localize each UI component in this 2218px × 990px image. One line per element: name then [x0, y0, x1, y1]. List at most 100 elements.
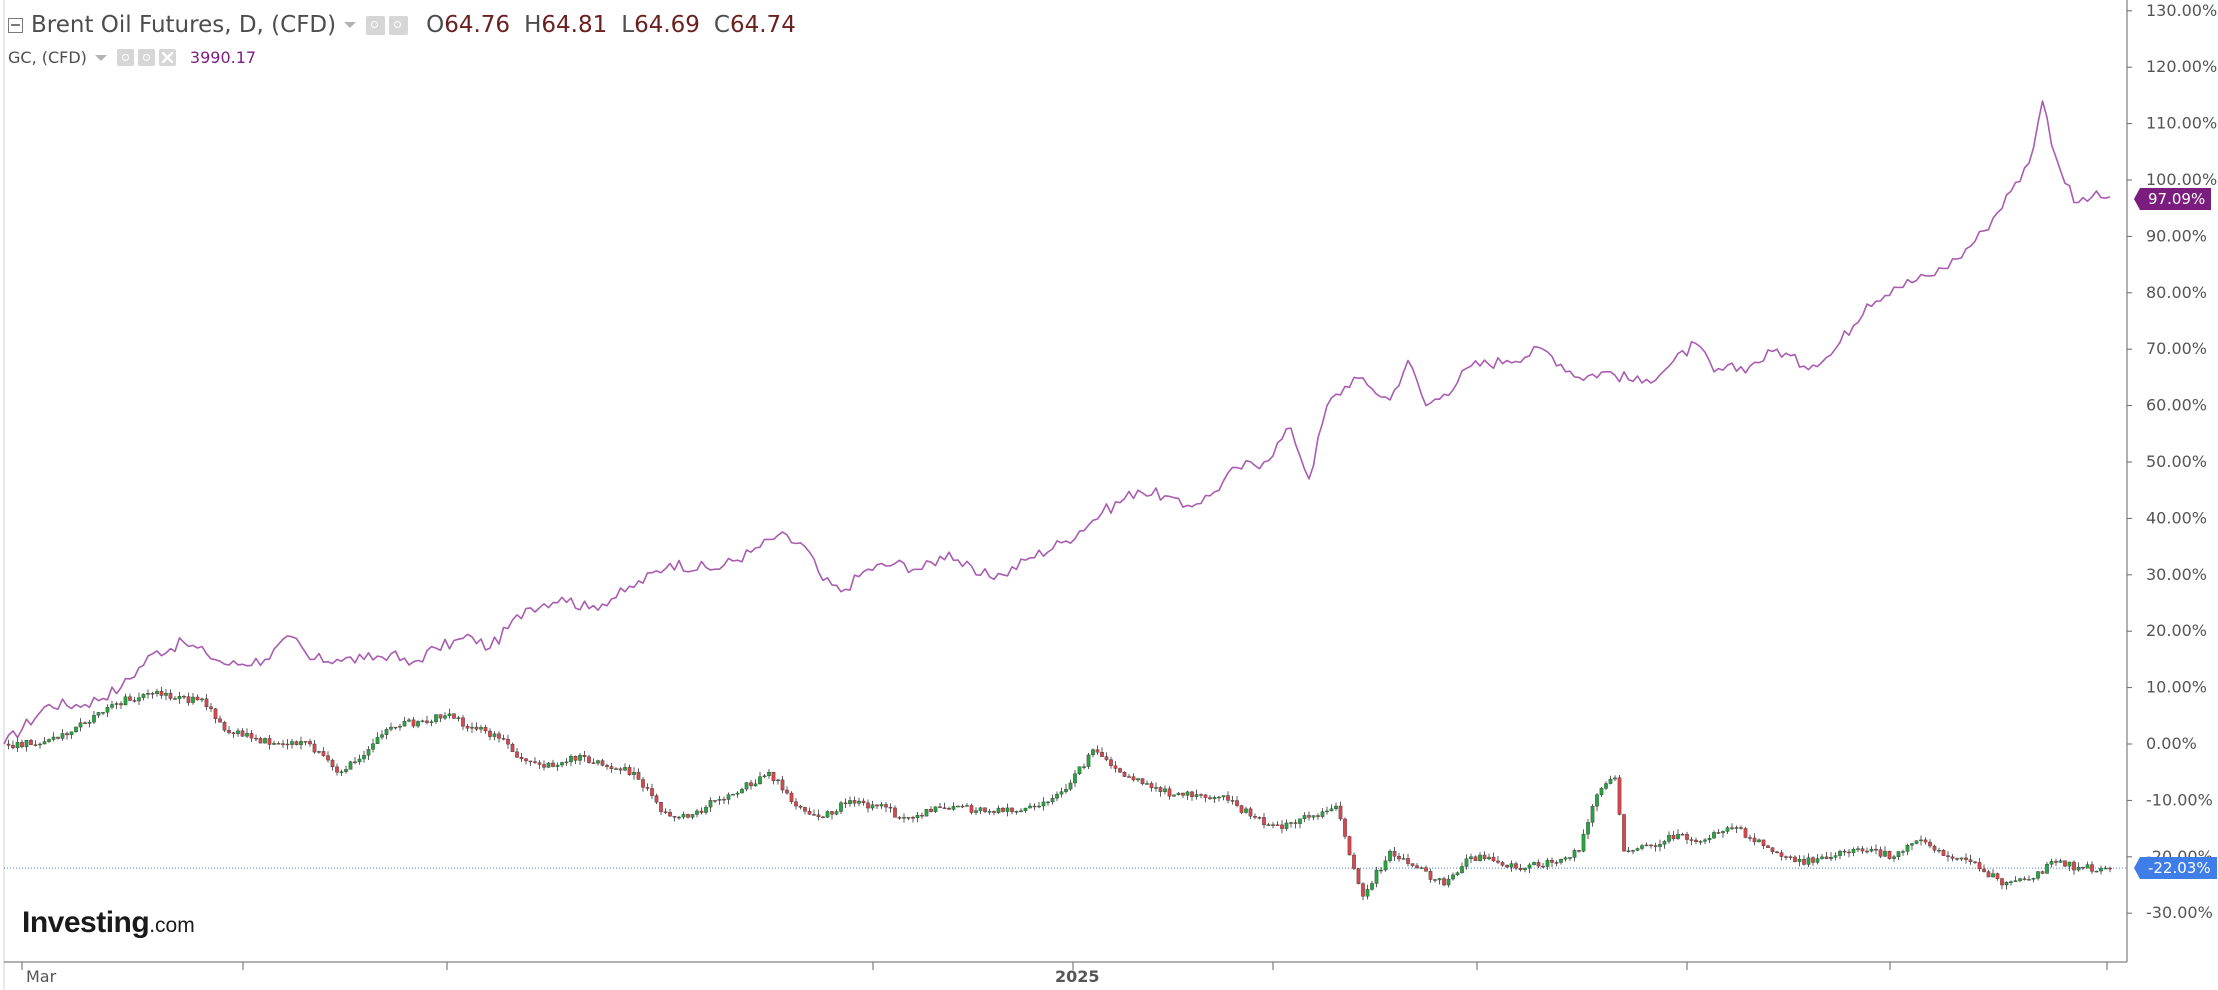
brent-candle: [38, 742, 42, 749]
candle-body: [1793, 856, 1797, 862]
candle-body: [1311, 815, 1316, 818]
brent-candle: [1163, 785, 1167, 795]
candle-body: [623, 767, 627, 771]
candle-body: [1698, 841, 1703, 843]
candle-body: [1118, 768, 1122, 773]
candle-body: [11, 745, 15, 749]
candle-body: [1199, 794, 1203, 796]
brent-candle: [249, 729, 254, 742]
candle-body: [1599, 788, 1604, 795]
brent-candle: [465, 723, 470, 732]
candle-body: [456, 717, 461, 719]
candle-body: [155, 691, 159, 694]
brent-candle: [623, 763, 627, 772]
candle-body: [1838, 850, 1842, 856]
brent-candle: [1131, 773, 1136, 782]
brent-candle: [2094, 870, 2099, 873]
visibility-icon[interactable]: [366, 15, 386, 35]
brent-candle: [2022, 876, 2027, 881]
secondary-symbol-title[interactable]: GC, (CFD): [8, 48, 87, 67]
price-axis-tick-label: -30.00%: [2146, 903, 2213, 922]
candle-body: [1091, 749, 1095, 756]
candle-body: [1230, 800, 1235, 802]
candle-body: [1001, 807, 1005, 812]
brent-candle: [1199, 793, 1203, 799]
brent-candle: [906, 817, 911, 821]
candle-body: [1919, 839, 1923, 842]
close-icon[interactable]: [158, 49, 176, 66]
candle-body: [1172, 794, 1176, 797]
brent-candle: [132, 696, 137, 703]
brent-candle: [2108, 866, 2112, 873]
candle-body: [1248, 808, 1253, 817]
brent-candle: [767, 769, 771, 779]
brent-candle: [938, 802, 942, 809]
brent-candle: [1217, 795, 1221, 802]
brent-candle: [2054, 858, 2058, 866]
brent-candle: [2063, 860, 2067, 867]
chevron-down-icon[interactable]: [94, 54, 107, 61]
candle-body: [465, 725, 470, 729]
candle-body: [2058, 860, 2063, 863]
brent-candle: [1860, 846, 1865, 855]
candle-body: [1986, 871, 1991, 878]
candle-body: [1541, 865, 1545, 868]
candle-body: [663, 811, 668, 813]
brent-candle: [1554, 860, 1559, 867]
settings-icon[interactable]: [137, 49, 155, 66]
brent-candle: [1806, 853, 1811, 868]
candle-body: [569, 755, 573, 763]
candle-body: [1874, 848, 1878, 851]
visibility-icon[interactable]: [116, 49, 134, 66]
brent-candle: [101, 711, 105, 716]
candle-body: [2045, 864, 2049, 874]
collapse-icon[interactable]: [8, 17, 23, 33]
brent-candle: [371, 738, 375, 753]
brent-candle: [2031, 877, 2036, 883]
brent-candle: [627, 764, 632, 776]
brent-candle: [618, 767, 623, 775]
candle-body: [519, 757, 524, 759]
brent-candle: [1271, 822, 1275, 829]
candle-body: [744, 782, 749, 790]
settings-icon[interactable]: [389, 15, 409, 35]
brent-candle: [1707, 834, 1712, 843]
brent-candle: [776, 778, 780, 785]
candle-body: [713, 800, 717, 802]
brent-candle: [2018, 877, 2022, 883]
candle-body: [74, 726, 78, 733]
brent-candle: [605, 763, 609, 770]
brent-candle: [1545, 857, 1550, 870]
candle-body: [1995, 873, 2000, 879]
brent-candle: [1734, 825, 1739, 833]
primary-symbol-title[interactable]: Brent Oil Futures, D, (CFD): [31, 12, 337, 38]
brent-candle: [1122, 771, 1127, 778]
brent-candle: [663, 808, 668, 814]
brent-candle: [555, 762, 560, 771]
brent-candle: [1703, 838, 1707, 845]
candle-body: [2108, 867, 2112, 870]
candle-body: [861, 800, 866, 804]
brent-candle: [861, 798, 866, 806]
candle-body: [1482, 854, 1487, 860]
brent-candle: [1455, 871, 1460, 877]
candle-body: [222, 722, 227, 731]
brent-candle: [182, 694, 186, 700]
brent-candle: [488, 728, 492, 741]
chevron-down-icon[interactable]: [344, 22, 357, 28]
brent-candle: [344, 765, 348, 774]
brent-candle: [1514, 861, 1518, 871]
brent-candle: [515, 747, 519, 759]
candle-body: [722, 798, 726, 801]
brent-candle: [789, 791, 794, 804]
brent-candle: [1869, 846, 1874, 853]
brent-candle: [1280, 820, 1284, 834]
brent-candle: [834, 809, 839, 816]
brent-candle: [110, 700, 114, 710]
brent-candle: [650, 783, 654, 799]
candle-body: [1050, 797, 1055, 803]
brent-candle: [231, 731, 236, 738]
brent-candle: [1154, 782, 1158, 792]
candle-body: [1626, 850, 1631, 852]
brent-candle: [519, 752, 524, 763]
